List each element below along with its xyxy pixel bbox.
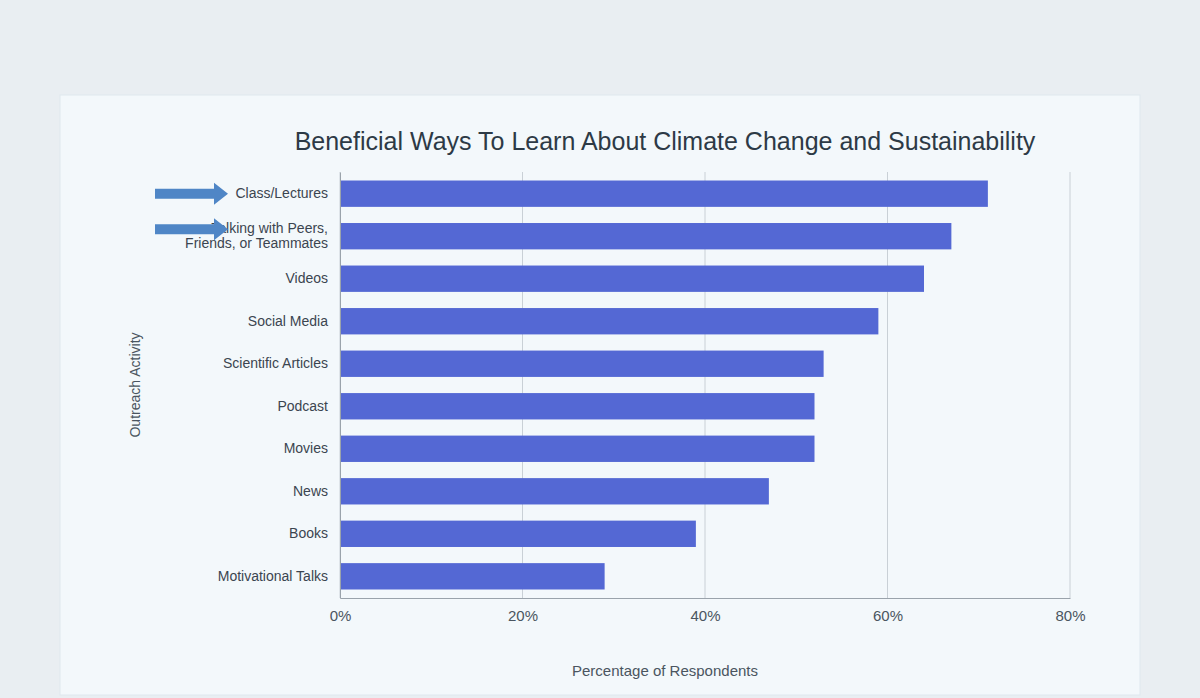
bar (340, 393, 815, 419)
tick: Videos (285, 270, 340, 286)
bar (340, 181, 988, 207)
y-axis: Class/LecturesTalking with Peers,Friends… (185, 173, 340, 599)
grid-line (1070, 172, 1071, 598)
tick-label: Podcast (277, 398, 328, 414)
bar (340, 351, 824, 377)
bar (340, 223, 951, 249)
tick-label: Scientific Articles (223, 355, 328, 371)
tick: 0% (330, 598, 352, 624)
bars (340, 181, 988, 590)
tick: 80% (1055, 598, 1085, 624)
tick: News (293, 483, 340, 499)
tick-label: Movies (284, 440, 328, 456)
x-axis-title: Percentage of Respondents (572, 662, 758, 679)
tick-label: News (293, 483, 328, 499)
tick: Books (289, 525, 340, 541)
tick-label: Class/Lectures (235, 185, 328, 201)
bar (340, 308, 878, 334)
grid (340, 172, 1070, 598)
axis-line (341, 598, 1071, 599)
bar (340, 478, 769, 504)
tick: Class/Lectures (235, 185, 340, 201)
tick-label: 0% (330, 607, 352, 624)
chart: 0% 20% 40% 60% 80% Class/LecturesTalking with… (0, 0, 1200, 698)
tick: Scientific Articles (223, 355, 340, 371)
tick: Motivational Talks (218, 568, 340, 584)
tick: Social Media (248, 313, 340, 329)
bar (340, 563, 605, 589)
arrow (155, 218, 228, 240)
bar (340, 521, 696, 547)
tick-label: Social Media (248, 313, 328, 329)
axis-line (340, 173, 341, 599)
tick: Movies (284, 440, 340, 456)
slide-background (60, 95, 1140, 695)
bar (340, 266, 924, 292)
x-axis: 0% 20% 40% 60% 80% (330, 598, 1086, 624)
tick-label: 60% (873, 607, 903, 624)
tick-label: 40% (690, 607, 720, 624)
tick-label: Books (289, 525, 328, 541)
bar (340, 436, 815, 462)
tick: Podcast (277, 398, 340, 414)
tick-label: 20% (508, 607, 538, 624)
title: Beneficial Ways To Learn About Climate C… (295, 127, 1036, 155)
tick-label: Videos (285, 270, 328, 286)
y-axis-title: Outreach Activity (127, 332, 143, 437)
tick: 20% (508, 598, 538, 624)
tick: 40% (690, 598, 720, 624)
grid-line (340, 172, 341, 598)
arrow (155, 183, 228, 205)
tick: 60% (873, 598, 903, 624)
tick-label: 80% (1055, 607, 1085, 624)
plot: 0% 20% 40% 60% 80% Class/LecturesTalking with… (185, 172, 1085, 624)
tick-label: Motivational Talks (218, 568, 328, 584)
